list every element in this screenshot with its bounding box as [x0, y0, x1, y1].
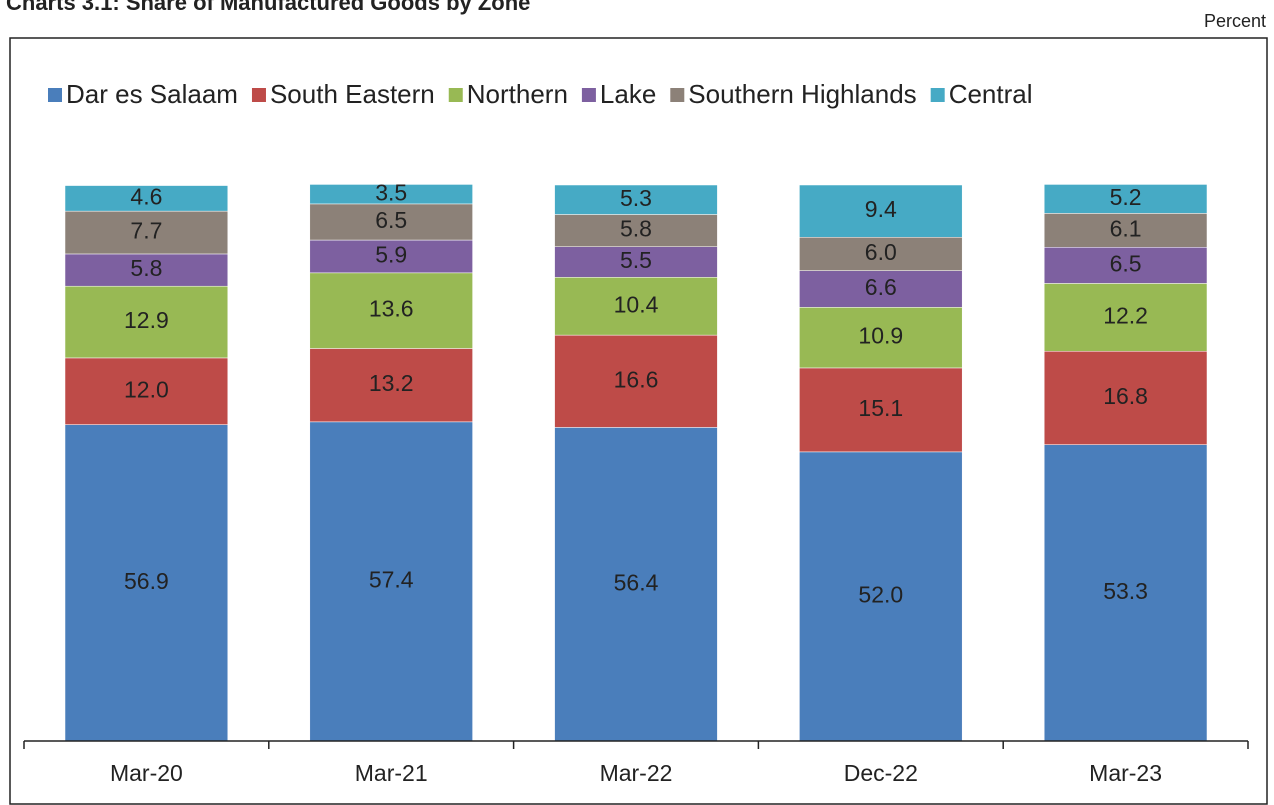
data-label: 5.3: [620, 185, 652, 211]
bar-segment: [64, 210, 229, 255]
x-tick-label: Dec-22: [844, 760, 918, 786]
bar-segment: [64, 253, 229, 287]
legend-swatch: [251, 88, 266, 102]
data-label: 6.6: [865, 274, 897, 300]
chart-title: Charts 3.1: Share of Manufactured Goods …: [6, 0, 530, 15]
bar-segment: [309, 272, 473, 349]
bar-segment: [799, 307, 963, 369]
legend-swatch: [581, 88, 596, 102]
data-label: 16.6: [614, 366, 659, 392]
data-label: 12.0: [124, 376, 169, 402]
data-label: 5.2: [1110, 184, 1142, 210]
data-label: 12.2: [1103, 302, 1148, 328]
bar-segment: [799, 367, 963, 453]
data-label: 56.9: [124, 568, 169, 594]
data-label: 5.8: [130, 255, 162, 281]
bar-segment: [554, 427, 718, 742]
legend-label: Northern: [467, 79, 568, 109]
legend-swatch: [930, 88, 945, 102]
bar-segment: [1043, 247, 1208, 284]
data-label: 4.6: [130, 183, 162, 209]
bar-segment: [554, 246, 718, 278]
bar-segment: [799, 184, 963, 238]
legend-label: Lake: [600, 79, 656, 109]
x-tick-label: Mar-21: [355, 760, 428, 786]
bar-segment: [1043, 283, 1208, 352]
bar-segment: [309, 239, 473, 274]
data-label: 6.1: [1110, 215, 1142, 241]
bar-segment: [554, 214, 718, 247]
bar-segment: [309, 184, 473, 205]
data-label: 13.2: [369, 370, 414, 396]
bar-segment: [64, 185, 229, 212]
data-label: 10.9: [858, 323, 903, 349]
data-label: 53.3: [1103, 578, 1148, 604]
legend-swatch: [670, 88, 685, 102]
legend-label: Dar es Salaam: [66, 79, 238, 109]
data-label: 5.8: [620, 216, 652, 242]
legend-swatch: [448, 88, 463, 102]
bar-segment: [799, 237, 963, 271]
bar-segment: [1043, 444, 1208, 742]
data-label: 6.5: [1110, 250, 1142, 276]
bar-segment: [309, 203, 473, 241]
x-tick-label: Mar-22: [600, 760, 673, 786]
data-label: 5.5: [620, 247, 652, 273]
bar-segment: [309, 421, 473, 742]
data-label: 15.1: [858, 395, 903, 421]
data-label: 5.9: [375, 242, 407, 268]
data-label: 9.4: [865, 196, 897, 222]
legend-swatch: [48, 88, 62, 102]
data-label: 12.9: [124, 307, 169, 333]
bar-segment: [309, 348, 473, 423]
data-label: 3.5: [375, 179, 407, 205]
plot-frame: [9, 37, 1268, 805]
unit-label: Percent: [1204, 11, 1266, 31]
bar-segment: [64, 357, 229, 425]
bar-segment: [554, 277, 718, 336]
legend-label: South Eastern: [270, 79, 435, 109]
data-label: 16.8: [1103, 383, 1148, 409]
bar-segment: [1043, 213, 1208, 248]
x-tick-label: Mar-23: [1089, 760, 1162, 786]
bar-segment: [1043, 350, 1208, 445]
bar-segment: [799, 451, 963, 742]
data-label: 6.0: [865, 239, 897, 265]
data-label: 57.4: [369, 567, 414, 593]
legend-label: Central: [949, 79, 1033, 109]
legend-label: Southern Highlands: [688, 79, 916, 109]
data-label: 10.4: [614, 291, 659, 317]
data-label: 52.0: [858, 582, 903, 608]
data-label: 6.5: [375, 207, 407, 233]
data-label: 7.7: [130, 218, 162, 244]
bar-segment: [554, 184, 718, 215]
x-tick-label: Mar-20: [110, 760, 183, 786]
data-label: 13.6: [369, 296, 414, 322]
bar-segment: [1043, 184, 1208, 214]
data-label: 56.4: [614, 569, 659, 595]
